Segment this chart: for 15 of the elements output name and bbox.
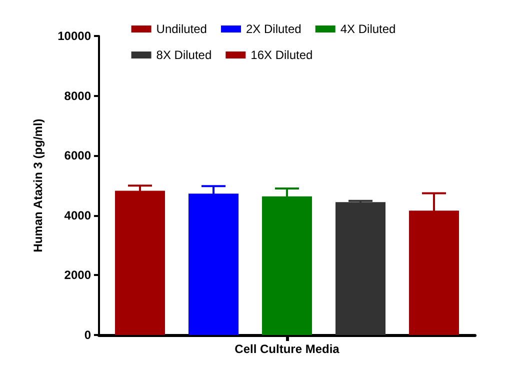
legend-label: Undiluted xyxy=(156,22,207,36)
bar xyxy=(336,202,386,335)
y-tick-label: 0 xyxy=(84,328,92,342)
legend-label: 16X Diluted xyxy=(250,48,313,62)
y-tick-label: 2000 xyxy=(64,268,92,282)
y-axis-title: Human Ataxin 3 (pg/ml) xyxy=(31,118,45,252)
y-tick-label: 6000 xyxy=(64,148,92,163)
bar xyxy=(115,190,165,335)
y-tick-label: 10000 xyxy=(58,29,92,43)
legend-label: 4X Diluted xyxy=(340,22,396,36)
legend-label: 8X Diluted xyxy=(156,48,212,62)
x-tick-label: Cell Culture Media xyxy=(234,342,340,356)
legend-label: 2X Diluted xyxy=(246,22,302,36)
y-tick-label: 8000 xyxy=(64,88,92,103)
y-tick-label: 4000 xyxy=(64,208,92,222)
